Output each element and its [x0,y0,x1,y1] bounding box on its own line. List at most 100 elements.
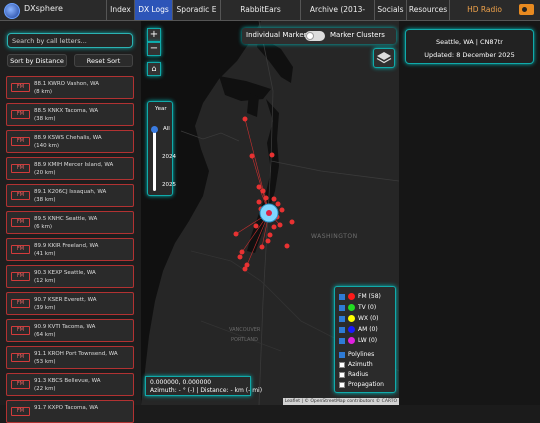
station-list-item[interactable]: FM 88.1 KWRO Vashon, WA (8 km) [6,76,134,99]
overlay-checkbox[interactable] [339,381,345,388]
globe-logo-icon[interactable] [4,3,20,19]
top-nav: DXsphere Index DX Logs Sporadic E Rabbit… [0,0,540,34]
legend-panel: FM (58) TV (0) WX (0) AM (0) LW (0) Polylines… [334,286,396,393]
nav-rabbitears-autologger[interactable]: RabbitEars Autologger [220,0,300,34]
zoom-in-button[interactable]: + [147,28,161,42]
legend-color-dot [348,326,355,333]
marker-mode-switch[interactable] [305,31,325,41]
overlay-row[interactable]: Azimuth [339,361,373,370]
year-title: Year [155,106,167,112]
nav-dx-logs[interactable]: DX Logs [134,0,172,20]
band-badge: FM [11,326,30,335]
search-input[interactable] [7,33,133,48]
marker-mode-toggle[interactable]: Individual Markers Marker Clusters [242,28,396,44]
station-list-item[interactable]: FM 89.1 K206CJ Issaquah, WA (38 km) [6,184,134,207]
band-badge: FM [11,137,30,146]
nav-index[interactable]: Index [106,0,134,20]
overlay-label: Propagation [348,381,384,388]
layers-button[interactable] [373,48,395,68]
nav-resources[interactable]: Resources [406,0,449,20]
legend-row[interactable]: LW (0) [339,337,377,346]
sort-by-distance-button[interactable]: Sort by Distance [7,54,67,67]
overlay-label: Polylines [348,351,375,358]
station-name: 88.9 KSWS Chehalis, WA [34,135,102,141]
year-2025-label: 2025 [162,182,176,188]
station-list-item[interactable]: FM 89.5 KNHC Seattle, WA (6 km) [6,211,134,234]
band-badge: FM [11,353,30,362]
home-icon: ⌂ [151,64,157,73]
legend-row[interactable]: FM (58) [339,293,381,302]
map-label-vancouver: VANCOUVER [229,327,261,333]
station-list-item[interactable]: FM 91.3 KBCS Bellevue, WA (22 km) [6,373,134,396]
overlay-checkbox[interactable] [339,371,345,378]
station-distance: (6 km) [34,224,53,230]
station-distance: (39 km) [34,305,56,311]
station-list-item[interactable]: FM 91.1 KROH Port Townsend, WA (53 km) [6,346,134,369]
overlay-checkbox[interactable] [339,361,345,368]
map-label-portland: PORTLAND [231,337,259,343]
hood-canal [247,93,259,117]
reset-sort-button[interactable]: Reset Sort [74,54,133,67]
station-list-item[interactable]: FM 90.3 KEXP Seattle, WA (12 km) [6,265,134,288]
band-badge: FM [11,407,30,416]
station-list-item[interactable]: FM 89.9 KKIR Freeland, WA (41 km) [6,238,134,261]
nav-hd-radio-directory[interactable]: HD Radio Directory [449,0,519,34]
year-slider-track[interactable] [153,129,156,191]
station-list-item[interactable]: FM 90.7 KSER Everett, WA (39 km) [6,292,134,315]
station-distance: (22 km) [34,386,56,392]
coordinates-readout: 0.000000, 0.000000 Azimuth: - ° (-) | Di… [145,376,262,396]
brand-name[interactable]: DXsphere [24,4,63,13]
legend-checkbox[interactable] [339,337,345,344]
overlay-row[interactable]: Radius [339,371,368,380]
band-badge: FM [11,110,30,119]
legend-checkbox[interactable] [339,293,345,300]
band-badge: FM [11,191,30,200]
strait-of-juan-de-fuca [219,76,271,101]
strait-of-georgia [257,36,293,83]
year-slider-handle[interactable] [151,126,158,133]
nav-archive[interactable]: Archive (2013-2023) [300,0,374,34]
station-list-item[interactable]: FM 90.9 KVTI Tacoma, WA (64 km) [6,319,134,342]
overlay-label: Radius [348,371,369,378]
legend-label: FM (58) [358,293,381,300]
nav-sporadic-e[interactable]: Sporadic E [172,0,220,20]
overlay-checkbox[interactable] [339,351,345,358]
legend-row[interactable]: TV (0) [339,304,376,313]
map-attribution[interactable]: Leaflet | © OpenStreetMap contributors ©… [282,398,399,405]
station-list-item[interactable]: FM 88.9 KMIH Mercer Island, WA (20 km) [6,157,134,180]
station-name: 91.7 KXPO Tacoma, WA [34,405,99,411]
legend-row[interactable]: WX (0) [339,315,378,324]
station-name: 89.1 K206CJ Issaquah, WA [34,189,107,195]
legend-checkbox[interactable] [339,304,345,311]
updated-text: Updated: 8 December 2025 [424,51,515,59]
station-name: 88.9 KMIH Mercer Island, WA [34,162,114,168]
zoom-out-button[interactable]: − [147,42,161,56]
station-list-item[interactable]: FM 91.7 KXPO Tacoma, WA [6,400,134,423]
legend-row[interactable]: AM (0) [339,326,378,335]
band-badge: FM [11,164,30,173]
location-text: Seattle, WA | CN87tr [436,38,503,46]
station-distance: (8 km) [34,89,53,95]
home-button[interactable]: ⌂ [147,62,161,76]
band-badge: FM [11,83,30,92]
station-distance: (140 km) [34,143,60,149]
station-name: 88.1 KWRO Vashon, WA [34,81,100,87]
station-distance: (64 km) [34,332,56,338]
map[interactable]: WASHINGTON VANCOUVER PORTLAND + − ⌂ Indi… [141,21,399,405]
station-list-item[interactable]: FM 88.5 KNKX Tacoma, WA (38 km) [6,103,134,126]
legend-checkbox[interactable] [339,315,345,322]
station-list-panel: Sort by Distance Reset Sort FM 88.1 KWRO … [0,21,141,423]
station-name: 89.9 KKIR Freeland, WA [34,243,99,249]
station-list-item[interactable]: FM 88.9 KSWS Chehalis, WA (140 km) [6,130,134,153]
nav-socials[interactable]: Socials [374,0,406,20]
band-badge: FM [11,299,30,308]
station-distance: (38 km) [34,197,56,203]
band-badge: FM [11,245,30,254]
legend-color-dot [348,293,355,300]
legend-checkbox[interactable] [339,326,345,333]
overlay-row[interactable]: Polylines [339,351,374,360]
overlay-row[interactable]: Propagation [339,381,384,390]
year-slider-panel: Year All 2024 2025 [147,101,176,196]
puget-sound [247,99,279,253]
radio-icon[interactable] [519,4,534,15]
